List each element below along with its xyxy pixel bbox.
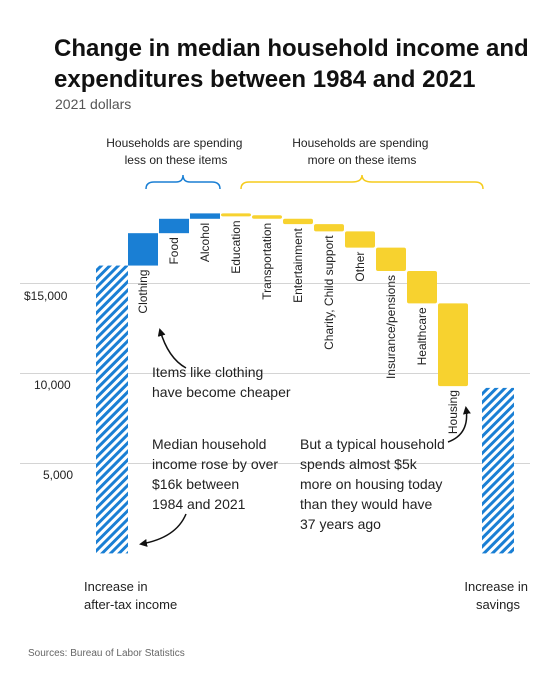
category-label-transportation: Transportation — [260, 223, 274, 300]
start-bar-label-line: Increase in — [84, 579, 148, 594]
income-annotation-line: $16k between — [152, 476, 239, 492]
y-tick-label: 5,000 — [43, 468, 73, 482]
income-annotation-line: 1984 and 2021 — [152, 496, 246, 512]
category-label-insurance-pensions: Insurance/pensions — [384, 275, 398, 379]
category-label-charity-child-support: Charity, Child support — [322, 235, 336, 350]
category-label-clothing: Clothing — [136, 270, 150, 314]
housing-annotation-line: But a typical household — [300, 436, 445, 452]
svg-text:Increase in savings: Increase in savings — [464, 579, 531, 612]
end-bar — [482, 387, 514, 554]
less-group-label-line: less on these items — [125, 153, 228, 167]
bar-charity-child-support — [314, 224, 344, 232]
clothing-annotation-line: have become cheaper — [152, 384, 291, 400]
clothing-arrow — [157, 328, 187, 369]
svg-text:Households are spending mo: Households are spending more on these it… — [292, 136, 431, 167]
bar-education — [221, 213, 251, 217]
bar-alcohol — [190, 213, 220, 219]
start-bar-label-line: after-tax income — [84, 597, 177, 612]
start-bar — [96, 265, 128, 554]
more-group-label-line: Households are spending — [292, 136, 428, 150]
housing-annotation-line: than they would have — [300, 496, 433, 512]
category-label-entertainment: Entertainment — [291, 228, 305, 303]
bar-healthcare — [407, 270, 437, 304]
svg-text:Items like clothing have b: Items like clothing have become cheaper — [152, 364, 291, 400]
svg-text:Increase in after-tax inco: Increase in after-tax income — [84, 579, 177, 612]
category-label-healthcare: Healthcare — [415, 307, 429, 365]
category-label-other: Other — [353, 252, 367, 282]
category-label-alcohol: Alcohol — [198, 223, 212, 262]
housing-annotation-line: more on housing today — [300, 476, 442, 492]
category-label-housing: Housing — [446, 390, 460, 434]
housing-arrow — [447, 406, 471, 443]
category-label-food: Food — [167, 237, 181, 264]
more-group-bracket — [240, 174, 484, 190]
source-note: Sources: Bureau of Labor Statistics — [28, 648, 185, 659]
bar-food — [159, 218, 189, 234]
bar-other — [345, 231, 375, 248]
less-group-bracket — [145, 174, 221, 190]
bar-transportation — [252, 215, 282, 219]
svg-text:Median household income ro: Median household income rose by over $16… — [152, 436, 282, 512]
income-annotation-line: Median household — [152, 436, 266, 452]
bar-housing — [438, 303, 468, 387]
more-group-label-line: more on these items — [308, 153, 417, 167]
svg-text:But a typical household sp: But a typical household spends almost $5… — [300, 436, 449, 532]
income-annotation-line: income rose by over — [152, 456, 278, 472]
bar-entertainment — [283, 218, 313, 225]
end-bar-label-line: Increase in — [464, 579, 528, 594]
less-group-label-line: Households are spending — [106, 136, 242, 150]
y-tick-label: $15,000 — [24, 289, 68, 303]
chart-subtitle: 2021 dollars — [55, 96, 132, 112]
housing-annotation-line: spends almost $5k — [300, 456, 418, 472]
bar-insurance-pensions — [376, 247, 406, 271]
category-label-education: Education — [229, 220, 243, 273]
y-tick-label: 10,000 — [34, 378, 71, 392]
clothing-annotation-line: Items like clothing — [152, 364, 263, 380]
housing-annotation-line: 37 years ago — [300, 516, 381, 532]
end-bar-label-line: savings — [476, 597, 521, 612]
svg-text:Households are spending le: Households are spending less on these it… — [106, 136, 245, 167]
chart-title: Change in median household income and ex… — [54, 35, 529, 93]
income-arrow — [139, 513, 187, 547]
bar-clothing — [128, 233, 158, 266]
